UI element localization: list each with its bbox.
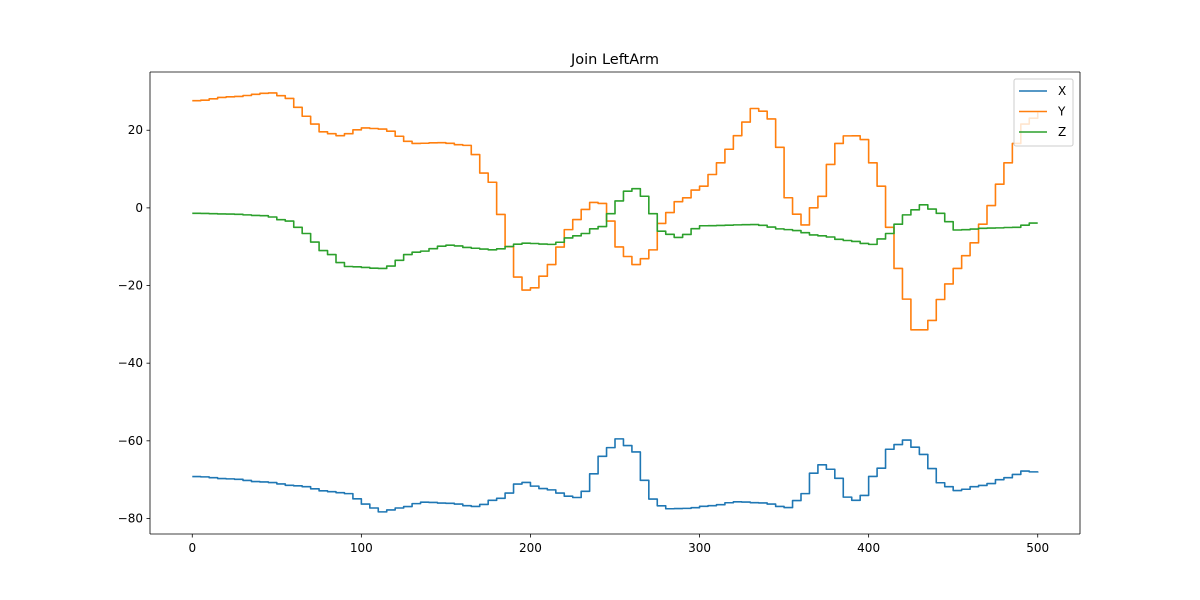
legend-box xyxy=(1013,78,1074,147)
x-tick-label: 0 xyxy=(188,541,196,555)
legend-label-y: Y xyxy=(1057,105,1066,119)
plot-area xyxy=(150,72,1080,534)
x-axis-ticks: 0 100 200 300 400 500 xyxy=(188,534,1049,555)
y-axis-ticks: −80 −60 −40 −20 0 20 xyxy=(118,123,150,525)
legend-label-z: Z xyxy=(1058,125,1066,139)
series-layer xyxy=(192,92,1039,513)
x-tick-label: 400 xyxy=(857,541,880,555)
y-tick-label: −40 xyxy=(118,356,143,370)
x-tick-label: 100 xyxy=(350,541,373,555)
legend-label-x: X xyxy=(1058,84,1066,98)
series-line-z xyxy=(192,187,1038,270)
y-tick-label: −20 xyxy=(118,279,143,293)
x-tick-label: 300 xyxy=(688,541,711,555)
chart-title: Join LeftArm xyxy=(570,52,659,68)
y-tick-label: −80 xyxy=(118,511,143,525)
axes-frame xyxy=(149,71,1081,535)
x-tick-label: 200 xyxy=(519,541,542,555)
legend: XYZ xyxy=(1013,78,1074,147)
x-tick-label: 500 xyxy=(1026,541,1049,555)
y-tick-label: 0 xyxy=(135,201,143,215)
series-line-y xyxy=(192,92,1039,331)
y-tick-label: −60 xyxy=(118,434,143,448)
y-tick-label: 20 xyxy=(128,123,143,137)
series-line-x xyxy=(192,438,1039,513)
